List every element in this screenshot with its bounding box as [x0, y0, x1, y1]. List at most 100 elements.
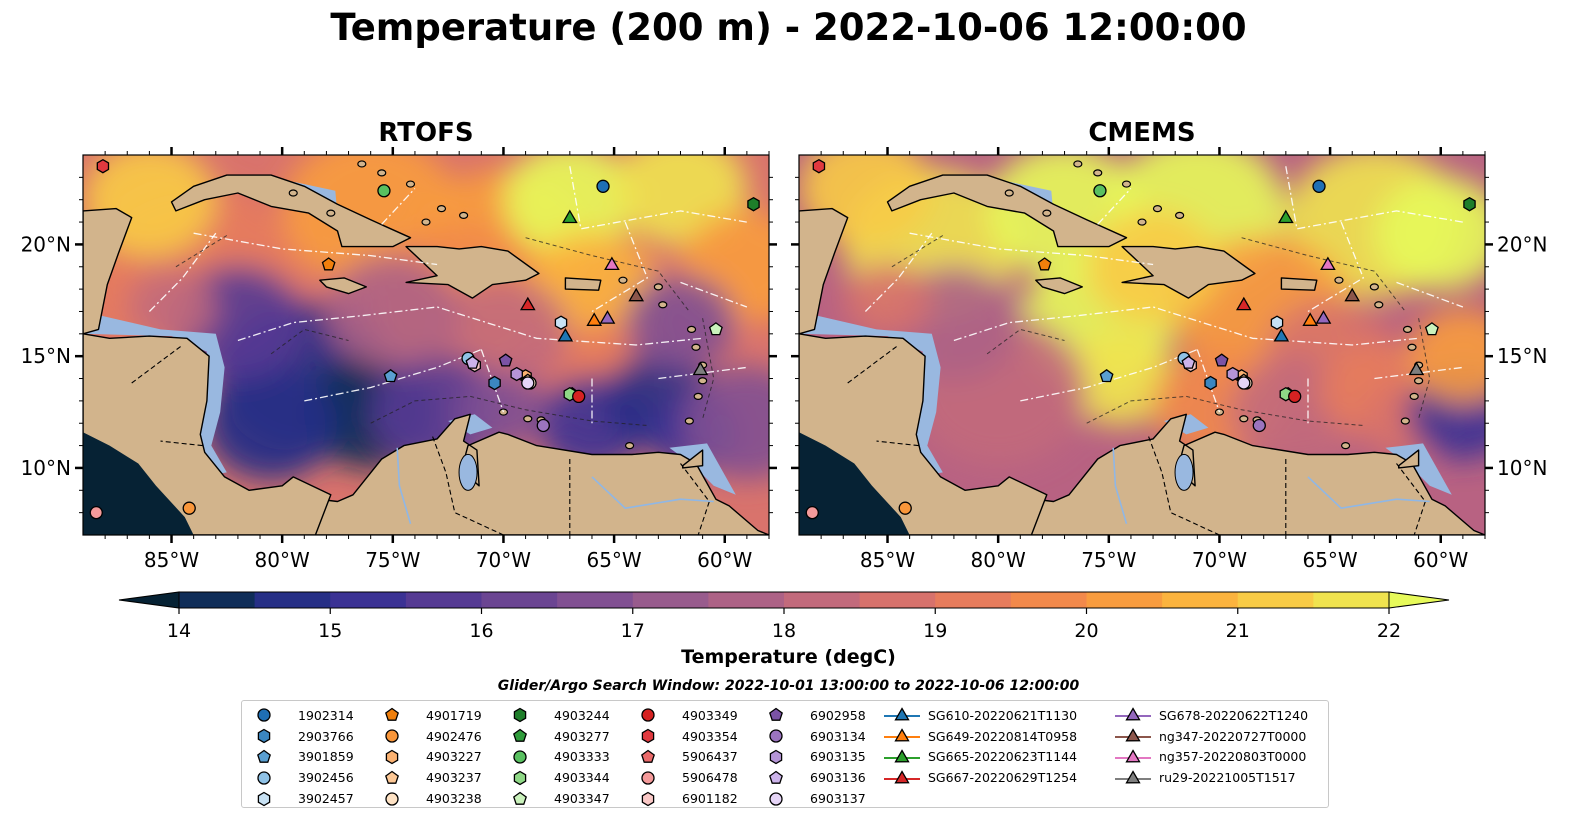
- hexagon-marker-icon: [769, 749, 783, 765]
- circle-marker-icon: [513, 750, 527, 764]
- eez-boundary: [680, 281, 748, 308]
- lat-tick-label: 15°N: [1497, 344, 1547, 368]
- lon-tick-label: 75°W: [365, 548, 420, 572]
- eez-boundary: [148, 232, 217, 312]
- legend-label: 4903238: [426, 791, 482, 807]
- circle-marker-icon: [769, 729, 783, 743]
- lon-tick-label: 80°W: [255, 548, 310, 572]
- island: [1093, 169, 1103, 177]
- glider-ng347: [628, 287, 645, 302]
- island: [1073, 160, 1083, 168]
- argo-float-6903134: [536, 418, 550, 433]
- legend-item-4903277: 4903277: [510, 726, 610, 747]
- island: [1175, 211, 1185, 219]
- glider-SG610: [557, 328, 574, 342]
- glider-SG649: [586, 312, 603, 326]
- colorbar-tick-label: 20: [1074, 620, 1098, 642]
- argo-float-6903135: [1226, 366, 1239, 382]
- legend-label: 4903277: [554, 728, 610, 744]
- colorbar-extend-high: [1388, 591, 1450, 609]
- legend-label: 5906478: [682, 770, 738, 786]
- triangle-marker-icon: [1125, 769, 1141, 784]
- glider-SG667: [1235, 296, 1252, 311]
- colorbar-tick-label: 17: [621, 620, 645, 642]
- legend-label: 4903333: [554, 749, 610, 765]
- lat-tick-label: 10°N: [21, 456, 71, 480]
- island: [523, 415, 533, 423]
- pentagon-marker-icon: [385, 708, 399, 722]
- bathymetry-contour: [175, 235, 228, 268]
- glider-SG610: [1273, 328, 1290, 342]
- hexagon-marker-icon: [257, 791, 271, 806]
- pentagon-marker-icon: [769, 708, 783, 722]
- island: [288, 189, 298, 197]
- triangle-marker-icon: [894, 728, 910, 742]
- island: [421, 218, 431, 226]
- lon-tick-label: 65°W: [586, 548, 641, 572]
- argo-float-1902314: [596, 179, 610, 193]
- colorbar-segment: [330, 592, 407, 608]
- island: [1400, 417, 1410, 425]
- lon-tick-label: 65°W: [1302, 548, 1357, 572]
- eez-boundary: [591, 221, 649, 313]
- eez-boundary: [569, 166, 748, 230]
- colorbar-segment: [708, 592, 785, 608]
- argo-float-6903137: [521, 376, 535, 390]
- legend-item-3902456: 3902456: [254, 767, 354, 788]
- legend-item-5906437: 5906437: [638, 747, 738, 768]
- bathymetry-contour: [525, 237, 690, 312]
- map-frame: [798, 154, 1486, 536]
- land-yucatan: [83, 207, 133, 335]
- legend-label: 4903227: [426, 749, 482, 765]
- land-hispaniola: [1121, 245, 1256, 299]
- land-yucatan: [799, 207, 849, 335]
- legend-item-6903134: 6903134: [766, 726, 866, 747]
- argo-float-4903244: [1463, 196, 1476, 212]
- triangle-marker-icon: [1125, 749, 1141, 763]
- map-panel-rtofs: 85°W 80°W 75°W 70°W 65°W 60°W 20°N 15°N 10°N: [21, 147, 777, 572]
- argo-float-3901859: [1099, 368, 1114, 383]
- lake-maracaibo: [458, 453, 478, 491]
- pentagon-marker-icon: [257, 749, 271, 763]
- land-jamaica: [319, 277, 367, 295]
- legend-title: Glider/Argo Search Window: 2022-10-01 13…: [497, 678, 1080, 694]
- legend-column: 1902314 2903766 3901859 3902456 3902457: [254, 705, 354, 809]
- bathymetry-contour: [1241, 237, 1406, 312]
- colorbar-segment: [481, 592, 558, 608]
- island: [405, 180, 416, 188]
- panel-title-cmems: CMEMS: [1088, 118, 1196, 148]
- circle-marker-icon: [641, 708, 655, 723]
- colorbar-tick-label: 15: [318, 620, 342, 642]
- colorbar-segment: [179, 592, 256, 608]
- colorbar-segment: [405, 592, 482, 608]
- island: [1374, 301, 1384, 309]
- lon-tick-label: 70°W: [476, 548, 531, 572]
- river: [1307, 476, 1430, 510]
- lon-tick-label: 80°W: [971, 548, 1026, 572]
- eez-boundary: [864, 232, 933, 312]
- bathymetry-contour: [370, 395, 648, 426]
- legend-label: 3901859: [298, 749, 354, 765]
- island: [658, 301, 668, 309]
- colorbar-tick-label: 19: [923, 620, 947, 642]
- argo-float-2903766: [488, 375, 501, 391]
- legend-column: 4901719 4902476 4903227 4903237 4903238: [382, 705, 482, 809]
- argo-float-6902958: [498, 353, 513, 367]
- legend-label: SG610-20220621T1130: [928, 707, 1078, 723]
- legend-label: SG678-20220622T1240: [1159, 707, 1309, 723]
- island: [686, 325, 697, 333]
- hexagon-marker-icon: [641, 728, 655, 744]
- pentagon-marker-icon: [641, 749, 655, 763]
- lon-tick-label: 70°W: [1192, 548, 1247, 572]
- hexagon-marker-icon: [513, 708, 527, 723]
- legend-item-3902457: 3902457: [254, 788, 354, 809]
- lat-tick-label: 20°N: [1497, 232, 1547, 256]
- colorbar-segment: [1086, 592, 1163, 608]
- legend-item-4901719: 4901719: [382, 705, 482, 726]
- country-border: [847, 344, 899, 384]
- triangle-marker-icon: [894, 707, 910, 721]
- island: [624, 441, 635, 450]
- argo-float-5906478: [89, 505, 103, 520]
- colorbar-label: Temperature (degC): [681, 646, 896, 668]
- colorbar-tick-label: 14: [167, 620, 191, 642]
